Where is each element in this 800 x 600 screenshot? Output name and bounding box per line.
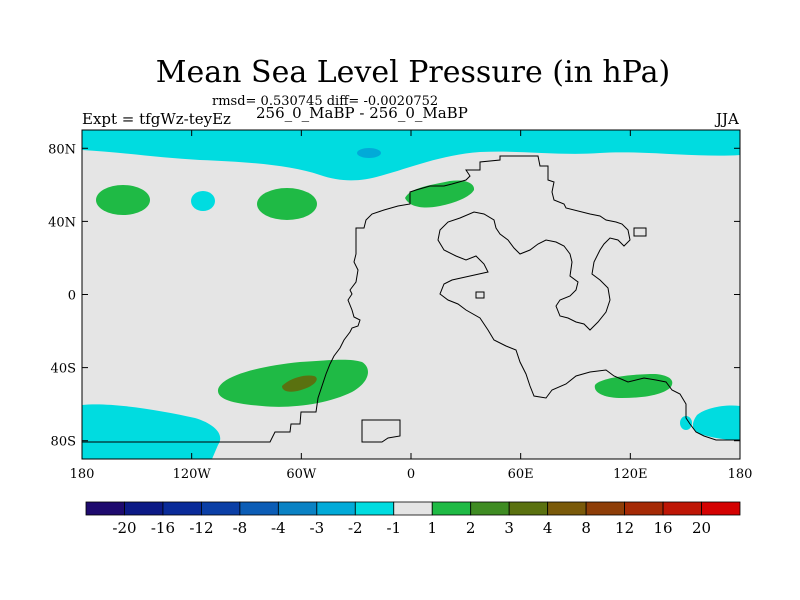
colorbar-label: 2 [466, 519, 476, 537]
y-tick-label: 80S [51, 435, 76, 450]
colorbar-label: 12 [615, 519, 634, 537]
north-pacific-positive-east [257, 188, 317, 220]
x-axis: 180 120W 60W 0 60E 120E 180 [70, 130, 753, 482]
colorbar-swatch [431, 501, 472, 516]
antarctic-negative-east [692, 405, 740, 441]
y-tick-label: 40S [51, 362, 76, 377]
antarctic-negative-west [82, 404, 221, 459]
colorbar-label: -20 [112, 519, 136, 537]
x-tick-label: 180 [728, 467, 753, 482]
colorbar: -20 -16 -12 -8 -4 -3 -2 -1 1 2 3 4 8 12 16 20 [85, 501, 741, 537]
colorbar-label: 8 [581, 519, 591, 537]
colorbar-label: 20 [692, 519, 711, 537]
arctic-core [357, 148, 381, 158]
antarctic-small-spot [680, 416, 692, 430]
indian-ocean-positive [594, 374, 673, 398]
y-tick-label: 40N [48, 215, 76, 230]
stats-text: rmsd= 0.530745 diff= -0.0020752 [212, 94, 439, 109]
north-pacific-spot [191, 191, 215, 211]
colorbar-label: -8 [233, 519, 248, 537]
colorbar-swatch [85, 501, 125, 516]
arctic-negative-band [82, 130, 740, 181]
x-tick-label: 60E [508, 467, 534, 482]
south-atlantic-core [282, 375, 317, 392]
colorbar-swatch [585, 501, 625, 516]
colorbar-swatch [354, 501, 395, 516]
colorbar-label: 1 [427, 519, 437, 537]
colorbar-swatch [201, 501, 241, 516]
comparison-label: 256_0_MaBP - 256_0_MaBP [256, 104, 468, 122]
colorbar-label: -16 [151, 519, 175, 537]
map-area [81, 129, 741, 460]
colorbar-label: -12 [189, 519, 213, 537]
colorbar-swatch [124, 501, 164, 516]
colorbar-swatch [508, 501, 549, 516]
y-tick-label: 80N [48, 142, 76, 157]
map-background [82, 130, 740, 459]
y-axis: 80N 40N 0 40S 80S [48, 142, 740, 450]
colorbar-swatch [624, 501, 664, 516]
colorbar-swatch [662, 501, 702, 516]
colorbar-swatch [277, 501, 318, 516]
x-tick-label: 120W [173, 467, 212, 482]
colorbar-label: 4 [543, 519, 553, 537]
north-pacific-positive-west [96, 185, 150, 215]
colorbar-label: -4 [271, 519, 286, 537]
colorbar-swatch [239, 501, 279, 516]
coastlines [82, 155, 740, 443]
colorbar-label: -3 [310, 519, 325, 537]
colorbar-swatch [470, 501, 510, 516]
colorbar-label: -2 [348, 519, 363, 537]
season-label: JJA [716, 110, 739, 128]
y-tick-label: 0 [68, 289, 76, 304]
europe-positive [405, 180, 475, 208]
colorbar-label: -1 [386, 519, 401, 537]
colorbar-label: 16 [654, 519, 673, 537]
experiment-label: Expt = tfgWz-teyEz [82, 110, 231, 128]
colorbar-swatch [547, 501, 587, 516]
colorbar-label: 3 [504, 519, 514, 537]
x-tick-label: 0 [407, 467, 415, 482]
colorbar-swatch [162, 501, 202, 516]
colorbar-swatch [701, 501, 741, 516]
x-tick-label: 60W [286, 467, 317, 482]
x-tick-label: 120E [613, 467, 647, 482]
x-tick-label: 180 [70, 467, 95, 482]
colorbar-swatch [316, 501, 356, 516]
colorbar-swatch [393, 501, 433, 516]
chart-title: Mean Sea Level Pressure (in hPa) [155, 55, 671, 90]
